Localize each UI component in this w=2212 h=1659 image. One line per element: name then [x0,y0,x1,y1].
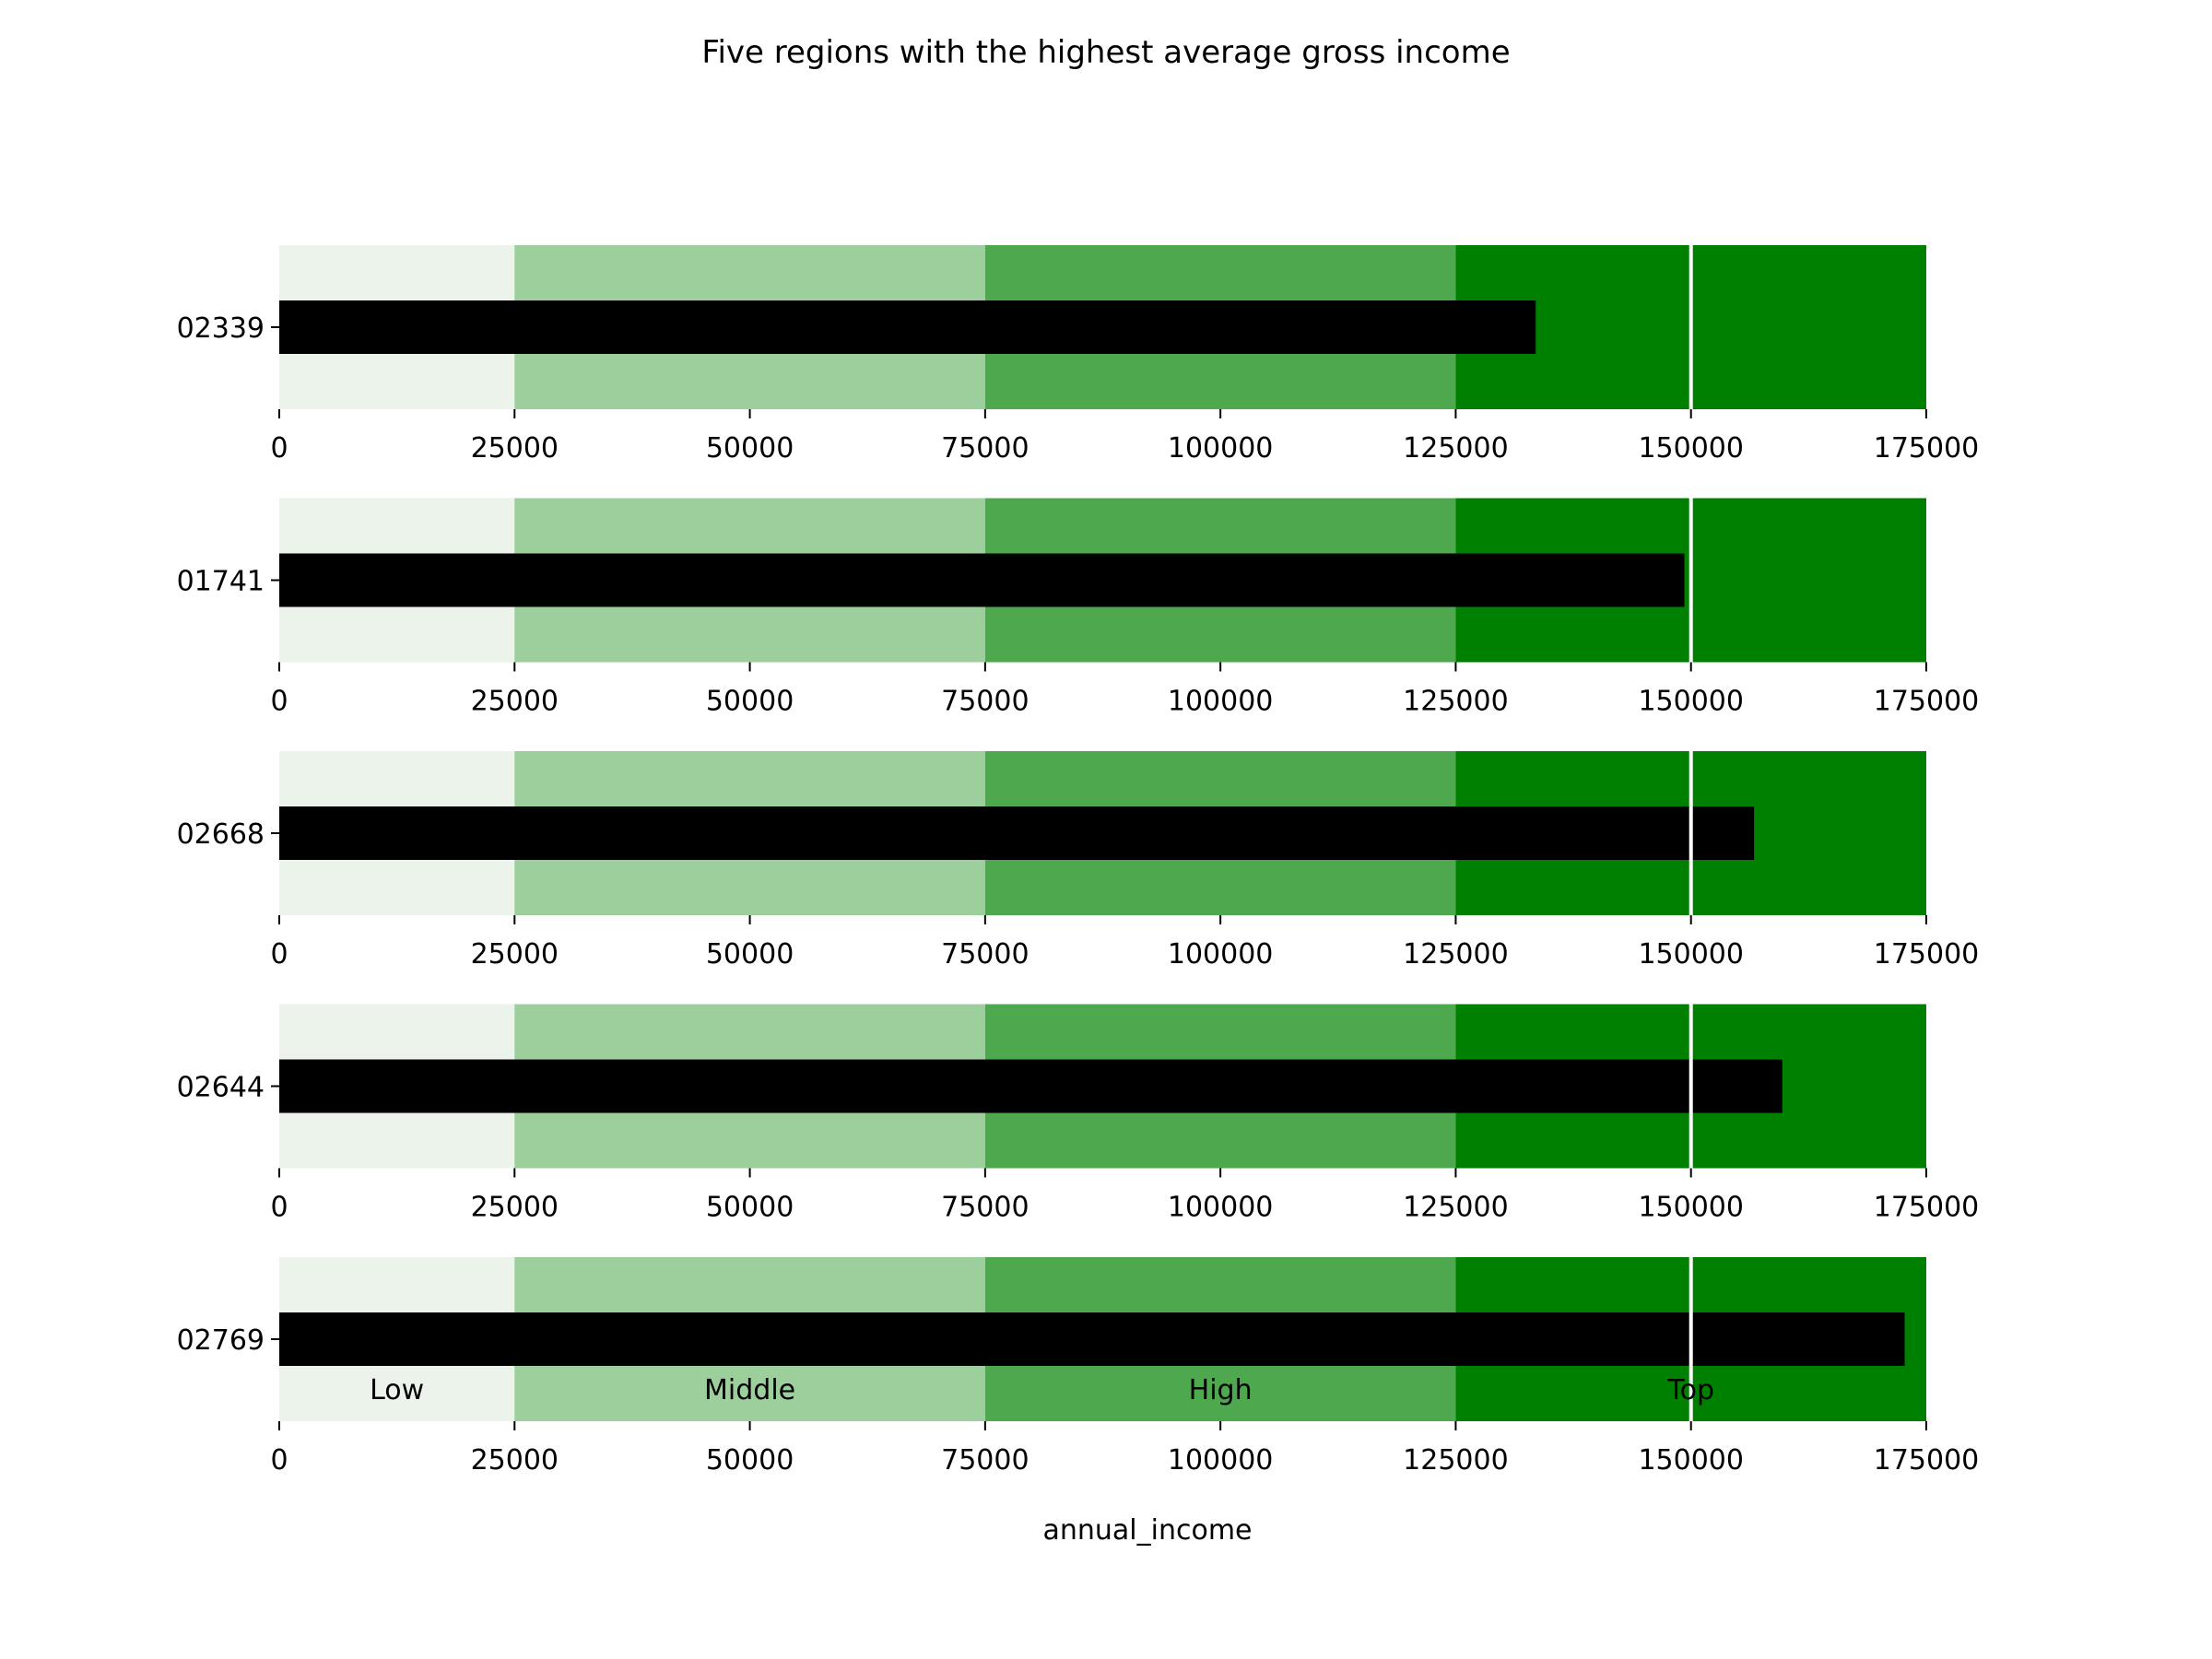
band-label-high: High [1189,1374,1253,1406]
category-label: 02644 [177,1072,265,1104]
x-tick-label: 75000 [941,938,1029,971]
panel-01741: 01741 0 25000 50000 75000 100000 125000 150000 1… [177,498,1980,718]
value-bar [279,1059,1783,1113]
category-label: 01741 [177,566,265,598]
x-tick-label: 0 [270,1192,288,1224]
x-tick-label: 100000 [1168,432,1274,465]
x-tick-label: 150000 [1638,1444,1744,1477]
x-tick-label: 100000 [1168,686,1274,718]
x-tick-label: 25000 [471,1192,559,1224]
x-tick-label: 75000 [941,1192,1029,1224]
x-tick-label: 50000 [706,1192,794,1224]
category-label: 02668 [177,818,265,851]
x-tick-label: 75000 [941,432,1029,465]
x-tick-label: 175000 [1874,1192,1980,1224]
x-tick-label: 50000 [706,938,794,971]
x-tick-label: 175000 [1874,938,1980,971]
x-tick-label: 50000 [706,432,794,465]
x-tick-label: 75000 [941,1444,1029,1477]
x-tick-label: 100000 [1168,1444,1274,1477]
x-tick-label: 175000 [1874,432,1980,465]
x-tick-label: 150000 [1638,1192,1744,1224]
x-tick-label: 25000 [471,938,559,971]
x-tick-label: 50000 [706,1444,794,1477]
chart-panels: 02339 0 25000 50000 75000 100000 125000 150000 1… [177,245,1980,1477]
panel-02339: 02339 0 25000 50000 75000 100000 125000 150000 1… [177,245,1980,465]
x-tick-label: 150000 [1638,686,1744,718]
x-tick-label: 125000 [1403,938,1509,971]
x-tick-label: 150000 [1638,432,1744,465]
panel-02668: 02668 0 25000 50000 75000 100000 125000 150000 1… [177,751,1980,971]
x-tick-label: 175000 [1874,686,1980,718]
x-tick-label: 125000 [1403,686,1509,718]
panel-02644: 02644 0 25000 50000 75000 100000 125000 150000 1… [177,1004,1980,1224]
x-tick-label: 125000 [1403,1444,1509,1477]
x-tick-label: 100000 [1168,938,1274,971]
x-tick-label: 125000 [1403,1192,1509,1224]
x-tick-label: 0 [270,938,288,971]
x-tick-label: 75000 [941,686,1029,718]
value-bar [279,1312,1905,1366]
x-tick-label: 25000 [471,1444,559,1477]
x-tick-label: 175000 [1874,1444,1980,1477]
chart-title: Five regions with the highest average gr… [701,34,1510,71]
band-label-middle: Middle [704,1374,795,1406]
x-tick-label: 25000 [471,686,559,718]
value-bar [279,300,1536,354]
panel-02769: 02769 0 25000 50000 75000 100000 125000 150000 1… [177,1257,1980,1477]
x-tick-label: 0 [270,1444,288,1477]
x-tick-label: 150000 [1638,938,1744,971]
x-axis-label: annual_income [1042,1514,1252,1547]
category-label: 02769 [177,1324,265,1357]
x-tick-label: 100000 [1168,1192,1274,1224]
band-label-top: Top [1666,1374,1714,1406]
band-label-low: Low [370,1374,424,1406]
value-bar [279,806,1755,860]
x-tick-label: 125000 [1403,432,1509,465]
x-tick-label: 25000 [471,432,559,465]
x-tick-label: 0 [270,432,288,465]
value-bar [279,553,1685,607]
x-tick-label: 0 [270,686,288,718]
x-tick-label: 50000 [706,686,794,718]
category-label: 02339 [177,312,265,345]
